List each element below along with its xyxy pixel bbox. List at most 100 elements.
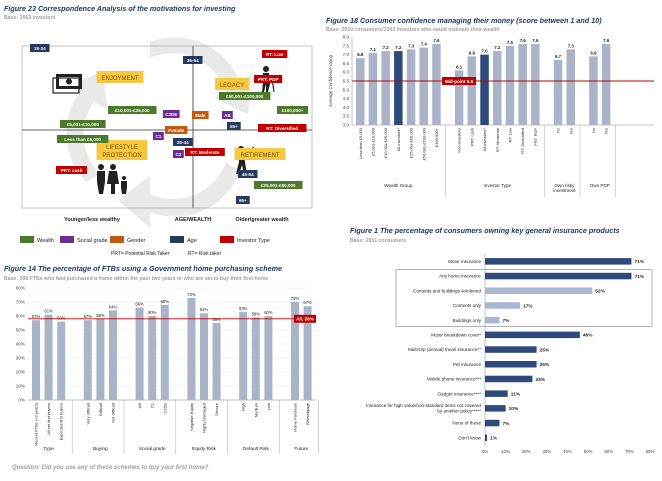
category-label: Highly leveraged — [202, 403, 207, 433]
category-label: Any home insurance — [439, 274, 481, 279]
theme-lifestyle-protection: LIFESTYLE PROTECTION — [96, 140, 148, 160]
category-label: Negative Equity — [189, 403, 194, 431]
bar-investor-type-prt-cash — [467, 56, 477, 125]
point-prt-pdp: PRT: PDP — [254, 75, 283, 83]
category-label: Remortgage — [305, 402, 310, 425]
bar-mobile-phone-insurance — [485, 375, 533, 383]
y-tick-label: 7.0 — [343, 52, 350, 57]
bar-buying-difficult — [96, 318, 105, 400]
category-label: Pet insurance — [453, 362, 482, 367]
y-tick-label: 60% — [16, 314, 25, 319]
bar-value-label: 7.6 — [603, 38, 610, 43]
category-label: Gadget insurance**** — [438, 391, 482, 396]
group-label-default-risk: Default Risk — [243, 446, 269, 452]
confidence-bar-chart: 3.0 3.5 4.0 4.5 5.0 5.5 6.0 6.5 7.0 7.5 8.0 Average… — [328, 35, 654, 197]
bar-value-label: 11% — [511, 391, 521, 397]
x-tick-label: 30% — [542, 449, 551, 454]
bar-wealth-group-5-001-10-000 — [368, 52, 378, 126]
fig14-question: Question: Did you use any of these schem… — [12, 465, 209, 471]
axis-left-label: Younger/less wealthy — [64, 217, 121, 223]
bar-value-label: 7% — [502, 421, 510, 427]
y-tick-label: 40% — [16, 342, 25, 347]
category-label: Not difficult — [111, 402, 116, 423]
category-label: RT: Diversified — [520, 128, 525, 154]
bar-value-label: 7.5 — [507, 40, 514, 45]
ftb-scheme-bar-chart: 0% 10% 20% 30% 40% 50% 60% 70% 80% 57% Recent FTBs… — [16, 286, 319, 454]
bar-own-risky-investment-no — [553, 59, 563, 125]
bar-investor-type-rt-moderate — [493, 51, 502, 125]
y-tick-label: 7.5 — [343, 43, 350, 48]
category-label: Low — [266, 403, 271, 410]
y-tick-label: 70% — [16, 300, 25, 305]
bar-value-label: 7.2 — [494, 45, 501, 50]
category-label: Medium — [253, 402, 258, 417]
group-label-social-grade: Social grade — [139, 446, 166, 452]
svg-text:65+: 65+ — [239, 198, 247, 203]
point-100-000: £100,000+ — [277, 106, 309, 114]
svg-text:LEGACY: LEGACY — [220, 83, 244, 89]
bar-value-label: 73% — [187, 292, 196, 297]
bar-type-all-set-first-buyers — [44, 314, 53, 400]
svg-text:ENJOYMENT: ENJOYMENT — [101, 76, 138, 82]
bar-investor-type-all-investors — [480, 54, 489, 125]
legend-gender: Gender — [110, 236, 146, 244]
group-label-own-risky-investment: Own risky — [554, 183, 575, 188]
svg-text:PRT: cash: PRT: cash — [61, 168, 83, 173]
point-18-34: 18-34 — [30, 44, 50, 52]
bar-value-label: 7.4 — [421, 42, 428, 47]
bar-value-label: 23% — [535, 377, 545, 383]
bar-wealth-group-50-001-100-000 — [419, 47, 428, 125]
category-label: AB — [137, 403, 142, 409]
bar-own-risky-investment-yes — [566, 49, 575, 125]
group-label-buying: Buying — [93, 446, 108, 452]
fig14-title: Figure 14 The percentage of FTBs using a… — [4, 264, 282, 273]
x-tick-label: 70% — [625, 449, 634, 454]
bar-investor-type-non-investors — [454, 70, 464, 125]
svg-text:18-34: 18-34 — [34, 46, 46, 51]
legend-note-rt: RT= Risk taker — [188, 251, 221, 257]
category-label: All investors* — [396, 128, 401, 152]
svg-text:Age: Age — [187, 238, 197, 244]
group-label-wealth-group: Wealth Group — [384, 183, 413, 188]
bar-wealth-group-10-001-25-000 — [381, 51, 390, 125]
category-label: Yes — [604, 128, 609, 135]
home-insurance-group-box — [395, 269, 653, 327]
category-label: £50,001-£100,000 — [421, 127, 426, 160]
fig14-base: Base: 398 FTBs who had purchased a home … — [4, 276, 269, 282]
group-label-own-pdp: Own PDP — [590, 183, 610, 188]
category-label: No — [556, 127, 561, 133]
y-tick-label: 5.0 — [343, 87, 350, 92]
bar-value-label: 7.6 — [532, 38, 539, 43]
y-tick-label: 8.0 — [343, 35, 350, 40]
legend-age: Age — [170, 236, 197, 244]
bar-buildings-only — [485, 316, 500, 324]
group-label-own-risky-investment: investment — [553, 188, 576, 193]
bar-wealth-group-25-001-50-000 — [406, 49, 416, 125]
category-label: Motor breakdown cover* — [431, 332, 481, 337]
category-label: C2DE — [162, 403, 167, 414]
category-label: Motor insurance — [448, 259, 481, 264]
bar-motor-breakdown-cover — [485, 331, 580, 339]
svg-text:RT: Low: RT: Low — [266, 52, 284, 57]
bar-future-home-purchase — [291, 302, 299, 400]
y-tick-label: 50% — [16, 328, 25, 333]
point-rt-moderate: RT: Moderate — [185, 148, 225, 156]
x-tick-label: 0% — [482, 449, 488, 454]
bar-value-label: 7% — [502, 318, 510, 324]
bar-default-risk-medium — [251, 317, 260, 400]
category-label: PRT: cash — [469, 128, 474, 146]
svg-text:LIFESTYLE: LIFESTYLE — [106, 145, 138, 151]
bar-value-label: 25% — [540, 347, 550, 353]
category-label: RT: Moderate — [495, 127, 500, 152]
bar-value-label: 10% — [509, 406, 519, 412]
point-25-44: 25-44 — [173, 138, 193, 146]
svg-text:35-54: 35-54 — [187, 58, 199, 63]
bar-buying-not-difficult — [109, 310, 117, 400]
category-label: £10,001-£25,000 — [383, 127, 388, 158]
y-tick-label: 3.5 — [343, 114, 350, 119]
bar-wealth-group-all-investors — [394, 51, 403, 125]
correspondence-analysis-chart: ENJOYMENT LEGACY LIFESTYLE PROTECTION RETIRE… — [21, 37, 313, 228]
bar-equity-risk-highly-leveraged — [200, 313, 208, 400]
category-label: Less than £5,000 — [358, 127, 363, 158]
bar-value-label: 7.2 — [383, 45, 390, 50]
